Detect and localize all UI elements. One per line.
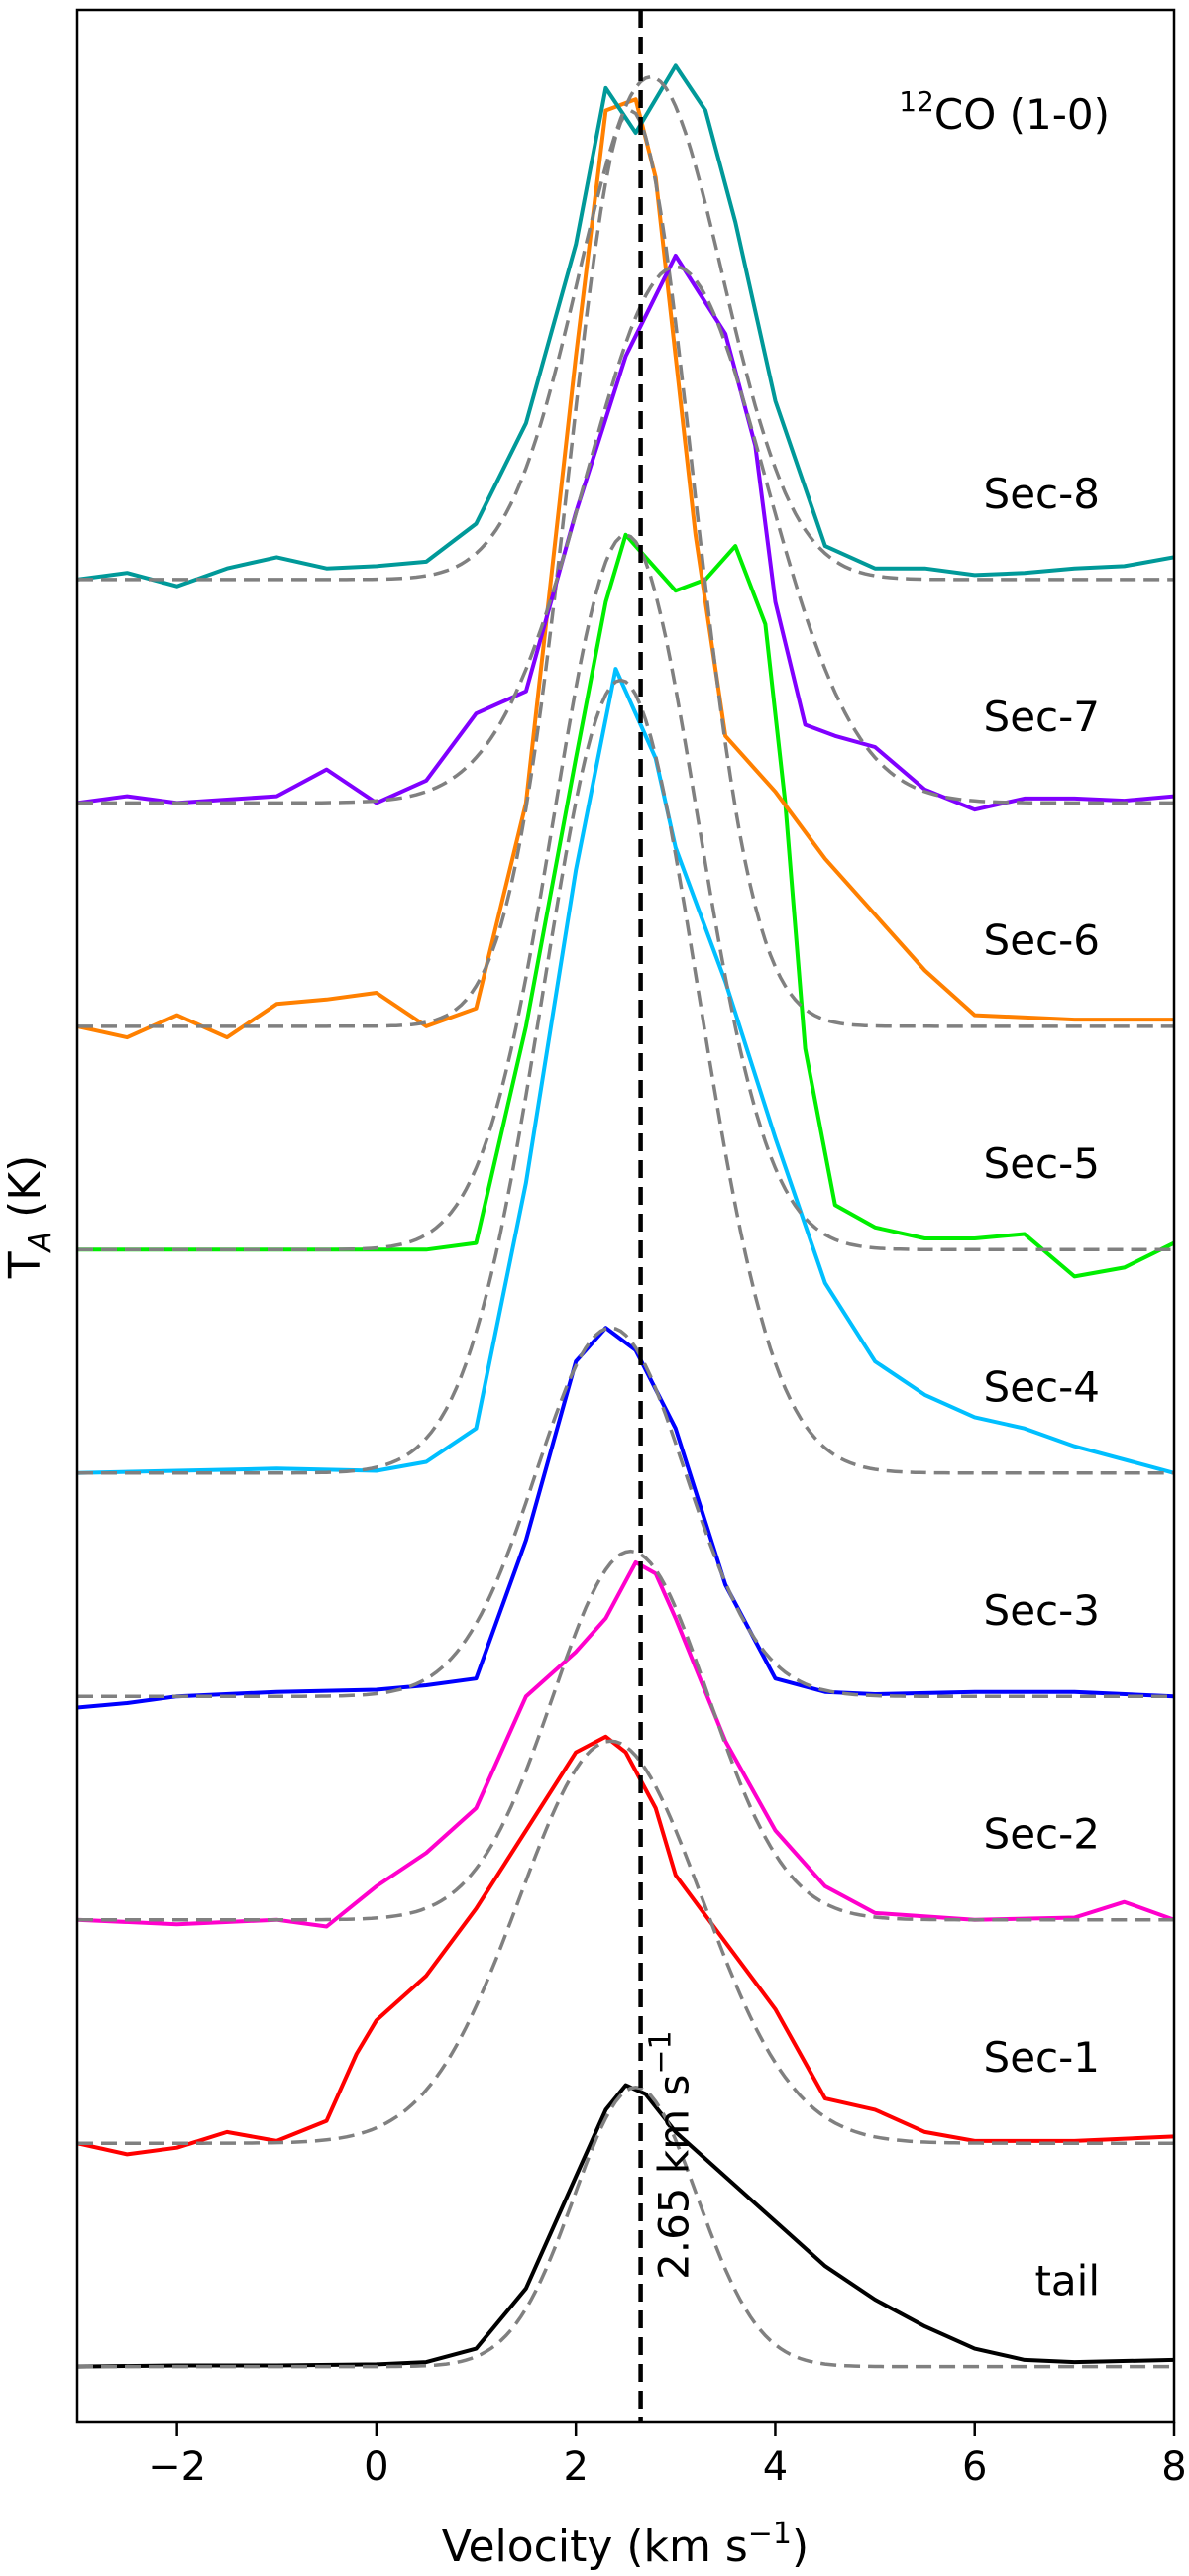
- spectrum-sec-4: [77, 667, 1174, 1475]
- plot-area: tail Sec-1 Sec-2 Sec-3 Sec-4 Sec-5 Sec-6 Sec-7 S…: [77, 10, 1174, 2422]
- fit-sec-2: [77, 1549, 1174, 1922]
- x-tick-label: 8: [1161, 2444, 1186, 2490]
- fit-sec-3: [77, 1326, 1174, 1698]
- series-label-sec-2: Sec-2: [984, 1810, 1100, 1859]
- series-label-sec-3: Sec-3: [984, 1586, 1100, 1635]
- spectrum-sec-2: [77, 1560, 1174, 1929]
- species-annotation: 12CO (1-0): [899, 85, 1110, 139]
- spectrum-sec-6: [77, 97, 1174, 1040]
- fit-sec-6: [77, 108, 1174, 1028]
- x-tick-label: 6: [962, 2444, 987, 2490]
- x-tick-label: 4: [763, 2444, 788, 2490]
- species-name: CO: [934, 90, 996, 139]
- series-label-tail: tail: [1034, 2256, 1100, 2305]
- reference-line-label: 2.65 km s−1: [644, 2030, 699, 2280]
- spectrum-tail: [77, 2083, 1174, 2369]
- spectrum-sec-1: [77, 1734, 1174, 2157]
- series-label-sec-4: Sec-4: [984, 1363, 1100, 1412]
- fit-tail: [77, 2086, 1174, 2369]
- fit-sec-5: [77, 532, 1174, 1252]
- series-label-sec-1: Sec-1: [984, 2033, 1100, 2082]
- fit-sec-8: [77, 74, 1174, 582]
- series-label-sec-6: Sec-6: [984, 916, 1100, 965]
- plot-frame: [75, 8, 1176, 2424]
- spectrum-sec-8: [77, 63, 1174, 589]
- x-axis-label: Velocity (km s−1): [442, 2517, 809, 2572]
- species-superscript: 12: [899, 85, 934, 118]
- series-label-sec-7: Sec-7: [984, 693, 1100, 741]
- spectrum-sec-7: [77, 254, 1174, 812]
- y-axis-label: TA (K): [0, 1155, 57, 1280]
- series-label-sec-8: Sec-8: [984, 470, 1100, 518]
- fit-sec-1: [77, 1739, 1174, 2145]
- x-tick-label: 0: [364, 2444, 388, 2490]
- x-tick-label: −2: [148, 2444, 206, 2490]
- transition-label: (1-0): [1010, 90, 1110, 139]
- fit-sec-4: [77, 678, 1174, 1475]
- x-tick-label: 2: [563, 2444, 588, 2490]
- series-label-sec-5: Sec-5: [984, 1139, 1100, 1188]
- x-axis-ticks: −2 0 2 4 6 8: [148, 2422, 1187, 2490]
